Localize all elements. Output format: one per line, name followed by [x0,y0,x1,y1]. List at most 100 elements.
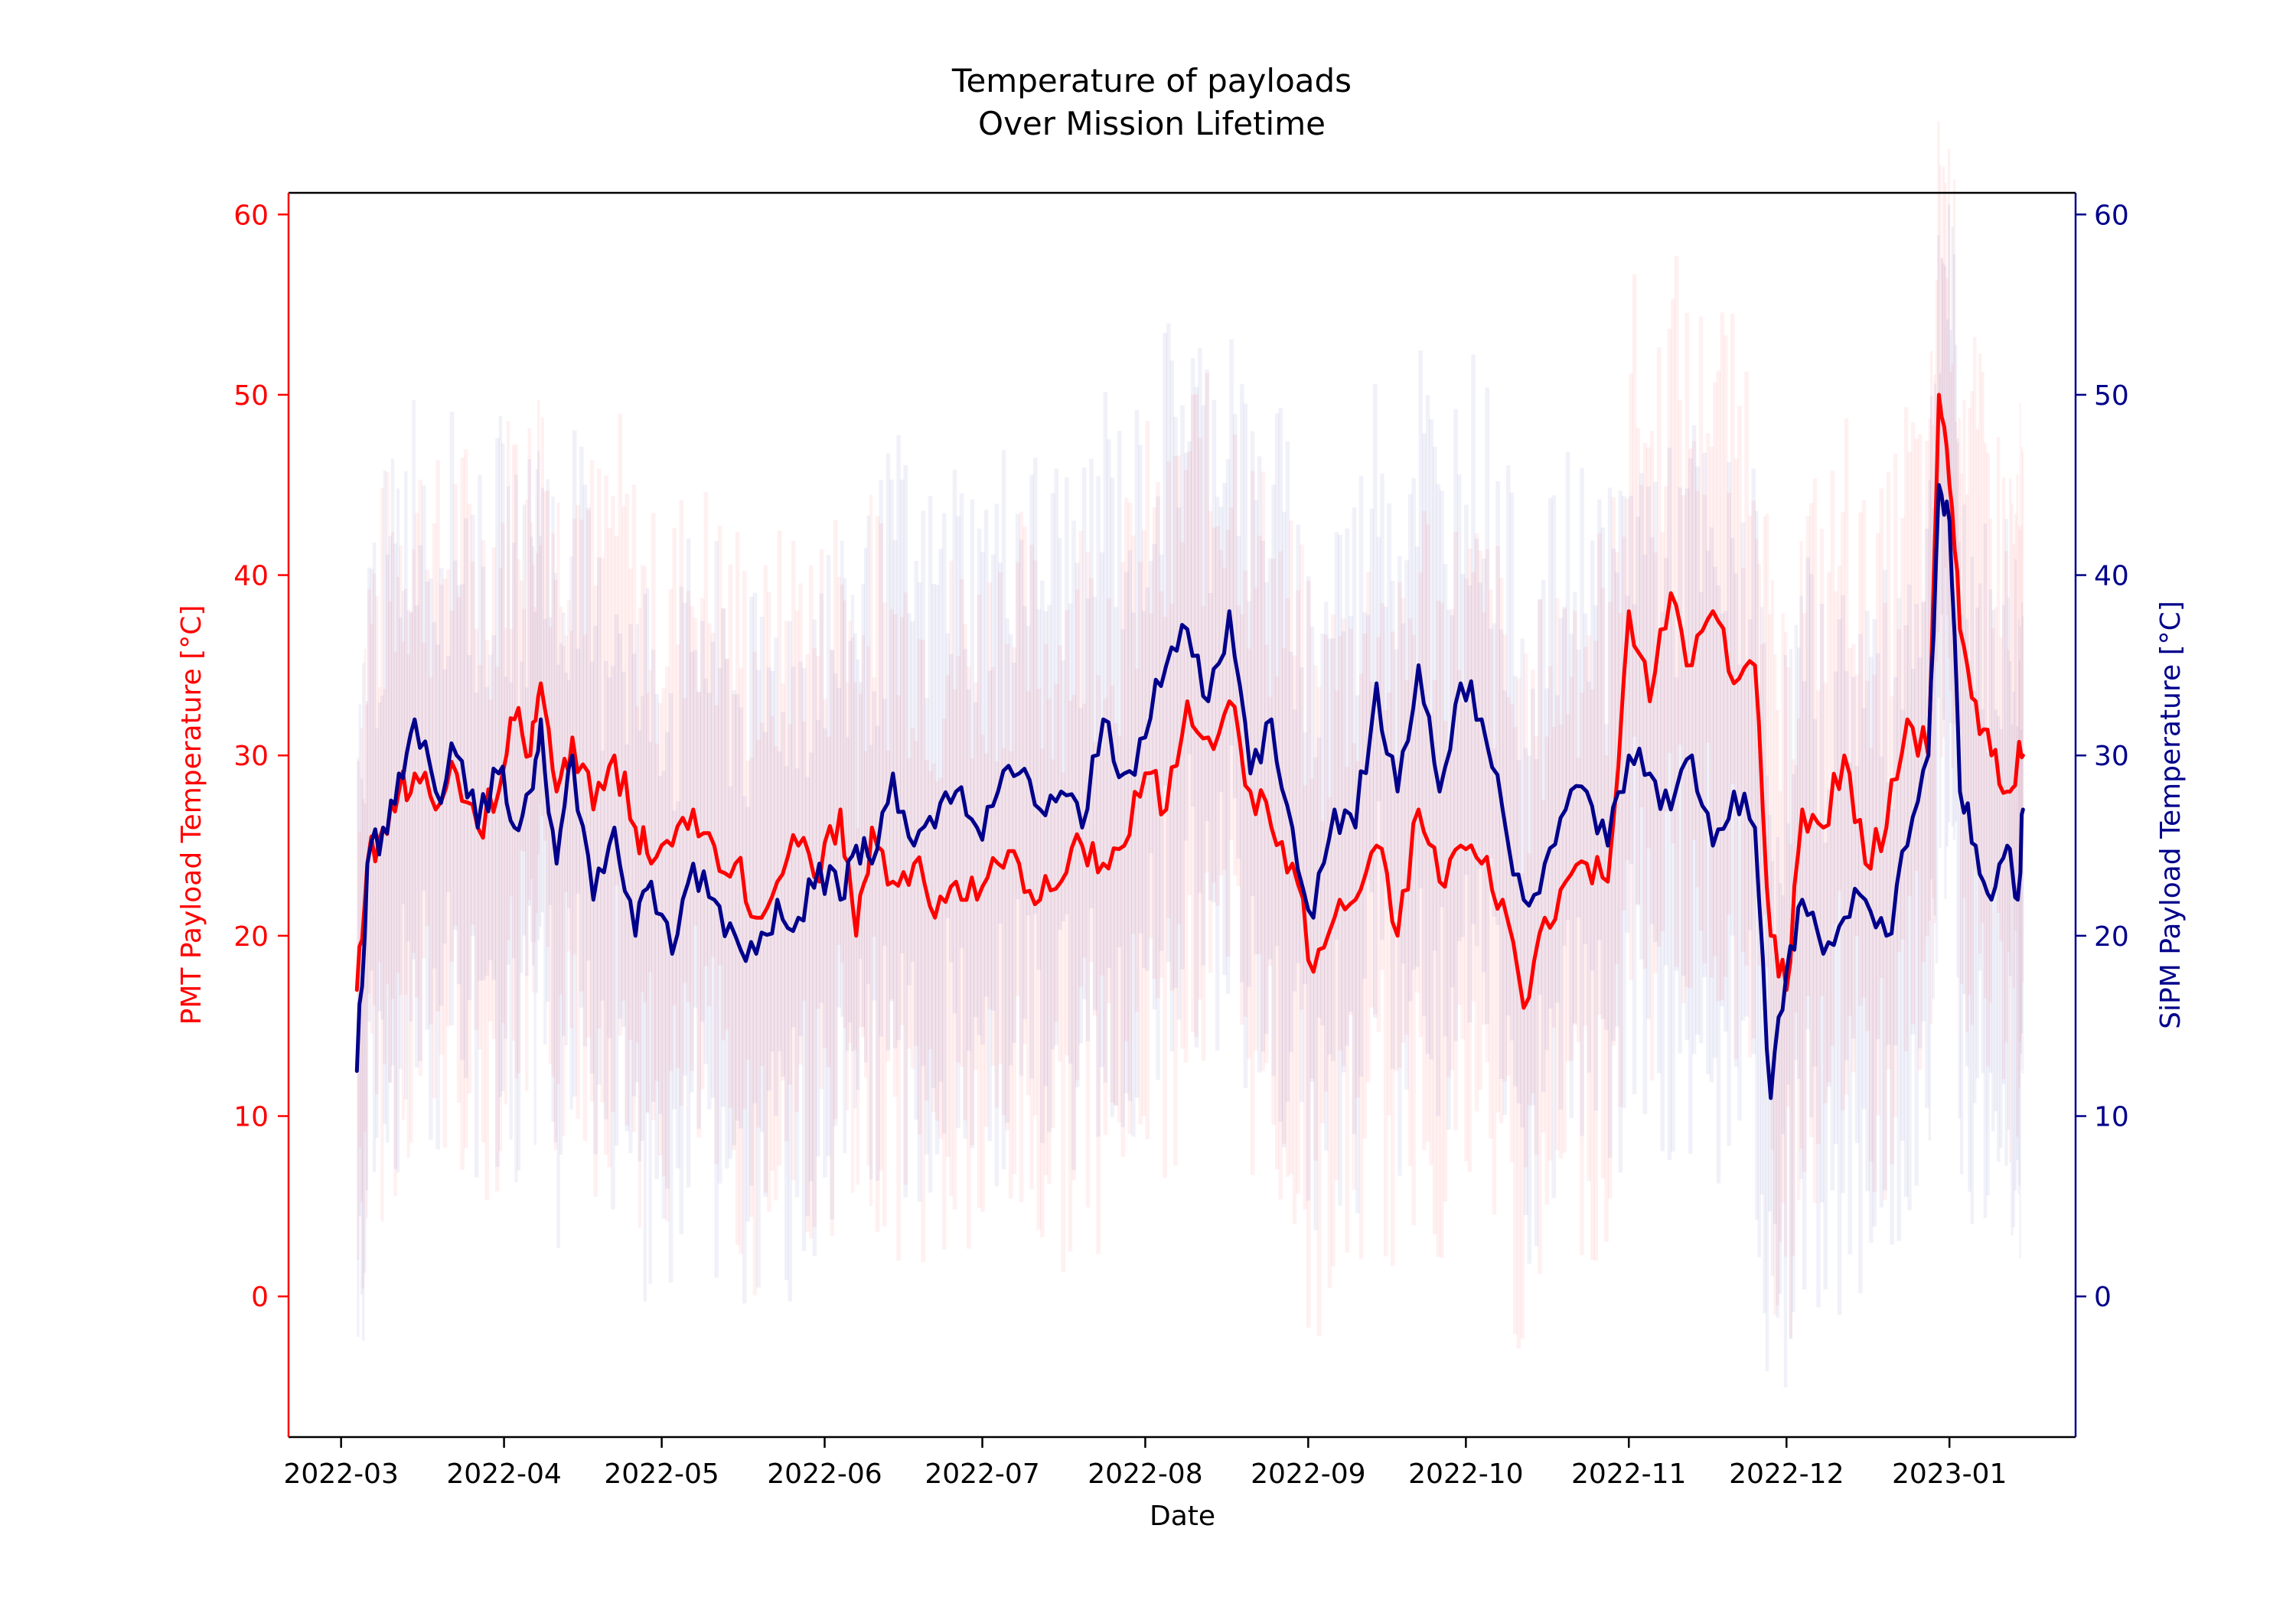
variance-band-pmt [1450,608,1455,1071]
variance-band-pmt [1320,821,1325,1123]
variance-band-sipm [1773,957,1777,1224]
variance-band-pmt [2018,529,2020,1087]
variance-band-sipm [380,695,384,1020]
variance-band-pmt [934,781,940,1121]
variance-band-sipm [959,493,964,949]
variance-band-sipm [1289,651,1293,1052]
variance-band-sipm [1794,624,1798,1061]
variance-band-sipm [1282,511,1287,1148]
variance-band-pmt [853,682,857,1050]
variance-band-pmt [1173,456,1178,1166]
variance-band-pmt [1058,645,1062,1062]
variance-band-pmt [1482,612,1486,1025]
variance-band-pmt [1492,748,1497,1215]
variance-band-sipm [614,614,619,1146]
variance-band-pmt [826,736,831,1067]
variance-band-pmt [399,545,403,996]
variance-band-pmt [648,670,652,973]
variance-band-pmt [1747,515,1753,1058]
variance-band-sipm [1968,693,1971,1192]
variance-band-pmt [365,704,368,1219]
variance-band-pmt [970,758,975,1146]
variance-band-sipm [1991,610,1995,1132]
variance-band-pmt [1952,179,1956,724]
variance-band-sipm [1656,660,1662,1074]
variance-band-sipm [2004,519,2008,1166]
variance-band-sipm [1313,758,1318,1230]
variance-band-pmt [777,530,782,1166]
variance-band-pmt [921,640,925,1263]
variance-band-pmt [903,592,908,1185]
variance-band-pmt [1362,634,1367,1139]
x-tick-label: 2022-11 [1571,1458,1686,1490]
variance-band-pmt [1851,644,1856,1073]
variance-band-pmt [728,564,733,1108]
variance-band-pmt [435,460,440,1012]
variance-band-sipm [1576,650,1581,918]
variance-band-sipm [1918,657,1923,1049]
variance-band-sipm [1303,732,1308,984]
variance-band-pmt [498,568,503,1152]
variance-band-sipm [1338,535,1342,1206]
variance-band-sipm [396,488,400,1173]
variance-band-pmt [1555,598,1560,1151]
variance-band-pmt [517,559,521,1074]
variance-band-pmt [686,591,691,1002]
variance-band-sipm [749,596,754,1186]
variance-band-pmt [1358,673,1364,1260]
variance-band-sipm [643,593,647,1302]
variance-band-sipm [1092,596,1097,1011]
variance-band-sipm [365,701,368,1191]
variance-band-sipm [522,504,526,936]
variance-band-pmt [959,579,964,1067]
variance-band-pmt [2020,526,2022,1071]
variance-band-pmt [1997,436,2001,913]
y-tick-label-left: 30 [233,741,269,772]
variance-band-sipm [1397,556,1402,1176]
variance-band-pmt [1720,312,1724,1000]
variance-band-pmt [386,472,390,985]
variance-band-sipm [1826,789,1831,1087]
variance-band-pmt [2019,402,2021,1042]
variance-band-pmt [1345,767,1349,1253]
variance-band-sipm [1907,584,1912,1211]
variance-band-pmt [1776,710,1779,1305]
variance-band-pmt [362,798,365,1289]
variance-band-pmt [668,588,673,1071]
variance-band-pmt [439,585,444,1055]
variance-band-sipm [661,771,667,1220]
variance-band-sipm [885,453,891,1051]
variance-band-sipm [1962,504,1966,994]
variance-band-sipm [763,732,768,1198]
variance-band-pmt [388,601,392,1083]
variance-band-pmt [808,565,814,1239]
variance-band-sipm [386,554,390,1143]
variance-band-sipm [869,745,873,1180]
variance-band-pmt [1309,778,1315,1079]
variance-band-sipm [532,546,535,966]
variance-band-pmt [1797,718,1801,1201]
variance-band-sipm [1345,528,1349,1046]
variance-band-pmt [1019,511,1024,1203]
variance-band-pmt [1523,653,1528,1168]
variance-band-pmt [1520,873,1525,1339]
variance-band-pmt [1580,693,1584,1256]
variance-band-sipm [1779,883,1782,1294]
variance-band-pmt [1061,772,1066,1273]
variance-band-sipm [1760,607,1764,1195]
variance-band-pmt [1499,577,1504,1124]
variance-band-sipm [1910,669,1916,1035]
x-tick-label: 2022-04 [446,1458,561,1490]
x-tick-label: 2022-05 [604,1458,719,1490]
variance-band-sipm [569,556,573,1110]
variance-band-sipm [1981,709,1985,1074]
variance-band-pmt [488,699,493,1022]
variance-band-sipm [393,543,397,1169]
variance-band-sipm [498,416,503,1097]
variance-band-sipm [1681,640,1686,976]
variance-band-pmt [1653,552,1658,973]
variance-band-pmt [1516,678,1521,1349]
variance-band-pmt [1698,316,1704,931]
variance-band-sipm [1110,477,1115,1117]
